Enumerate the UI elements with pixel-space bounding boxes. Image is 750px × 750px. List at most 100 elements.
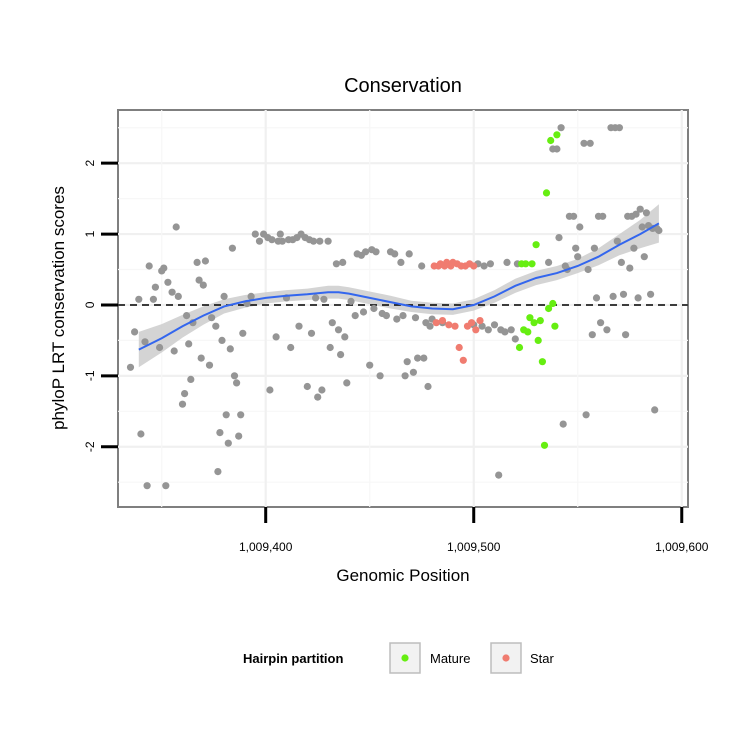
y-axis: -2 -1 0 1 2 xyxy=(83,160,118,452)
point-other xyxy=(205,361,214,369)
point-other xyxy=(287,343,295,352)
point-other xyxy=(351,312,359,320)
smooth-line-layer xyxy=(138,222,660,351)
point-other xyxy=(586,139,594,147)
point-mature xyxy=(534,336,542,344)
point-other xyxy=(230,372,239,380)
point-other xyxy=(307,329,316,337)
point-other xyxy=(647,290,655,298)
point-mature xyxy=(524,328,532,336)
point-other xyxy=(187,375,195,383)
point-other xyxy=(276,230,284,238)
point-other xyxy=(393,315,401,323)
point-other xyxy=(592,294,601,302)
point-other xyxy=(149,295,157,303)
point-mature xyxy=(526,314,534,322)
legend-key-star xyxy=(490,642,522,674)
point-other xyxy=(640,253,648,261)
point-star xyxy=(459,356,467,364)
point-other xyxy=(362,248,370,256)
legend-label-star: Star xyxy=(530,651,555,666)
point-mature xyxy=(540,441,549,449)
point-other xyxy=(303,382,311,391)
point-other xyxy=(312,294,320,302)
point-other xyxy=(626,264,634,272)
y-tick-label: -1 xyxy=(83,370,97,381)
point-other xyxy=(557,124,565,132)
point-other xyxy=(216,429,224,437)
point-other xyxy=(247,292,255,300)
point-other xyxy=(495,471,503,479)
point-other xyxy=(309,237,318,245)
point-star xyxy=(445,321,453,329)
point-other xyxy=(135,295,143,303)
point-other xyxy=(199,281,207,289)
point-other xyxy=(370,304,378,313)
point-other xyxy=(414,354,422,362)
point-other xyxy=(424,382,432,391)
point-other xyxy=(201,257,209,265)
point-other xyxy=(235,432,243,440)
point-other xyxy=(399,312,407,320)
point-other xyxy=(170,347,178,355)
point-star xyxy=(451,322,459,330)
point-other xyxy=(160,264,168,272)
point-other xyxy=(156,343,164,352)
point-other xyxy=(619,290,628,298)
point-other xyxy=(634,294,642,302)
point-other xyxy=(366,361,374,369)
point-other xyxy=(576,223,584,231)
point-other xyxy=(426,322,434,330)
grid-lines xyxy=(118,110,688,507)
x-tick-label: 1,009,400 xyxy=(239,540,293,554)
point-other xyxy=(655,226,663,235)
point-other xyxy=(334,326,343,334)
point-other xyxy=(324,237,332,245)
point-other xyxy=(409,368,417,376)
point-other xyxy=(255,237,264,245)
point-star xyxy=(470,262,478,270)
point-other xyxy=(401,372,409,380)
y-tick-label: 2 xyxy=(83,160,97,167)
point-other xyxy=(195,276,203,284)
smooth-line xyxy=(138,222,660,351)
point-other xyxy=(168,288,176,296)
point-other xyxy=(141,338,149,346)
point-other xyxy=(480,262,488,270)
point-star xyxy=(455,343,463,352)
point-other xyxy=(559,420,567,428)
legend: Hairpin partition Mature Star xyxy=(243,642,555,674)
point-other xyxy=(233,379,241,387)
point-other xyxy=(145,262,153,270)
point-other xyxy=(636,205,644,213)
point-other xyxy=(316,237,324,245)
point-other xyxy=(503,258,511,266)
point-other xyxy=(403,358,411,366)
point-other xyxy=(553,145,561,153)
point-other xyxy=(185,340,193,348)
point-other xyxy=(411,314,420,322)
chart-title: Conservation xyxy=(344,75,462,97)
point-other xyxy=(237,411,245,419)
point-other xyxy=(617,258,626,266)
point-other xyxy=(251,230,259,238)
point-other xyxy=(151,283,159,291)
point-other xyxy=(507,326,515,334)
point-other xyxy=(597,319,605,327)
point-other xyxy=(193,258,201,266)
point-other xyxy=(208,314,216,322)
x-tick-label: 1,009,600 xyxy=(655,540,709,554)
point-other xyxy=(609,292,617,300)
point-other xyxy=(239,329,247,337)
legend-swatch-star xyxy=(502,654,510,662)
point-other xyxy=(588,331,596,339)
point-star xyxy=(472,326,480,334)
point-other xyxy=(347,297,355,305)
point-other xyxy=(478,322,486,330)
point-other xyxy=(137,430,145,438)
point-other xyxy=(391,250,399,258)
point-other xyxy=(172,223,180,231)
point-other xyxy=(651,406,659,414)
point-mature xyxy=(553,131,561,139)
